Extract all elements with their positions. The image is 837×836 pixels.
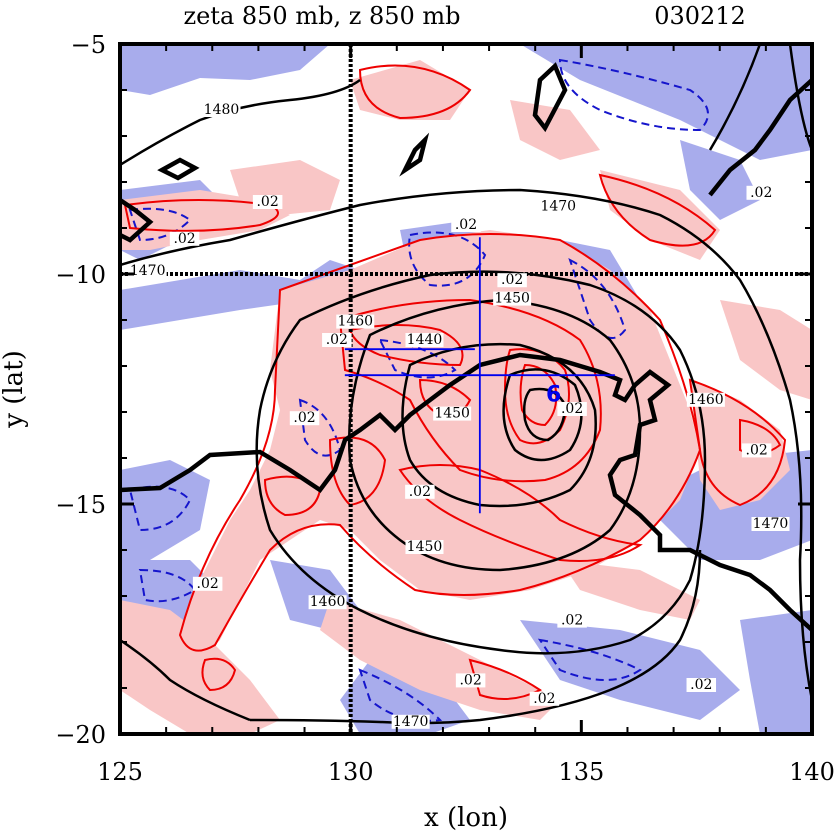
height-contour-1460 [255, 270, 707, 655]
vorticity-contour-label: .02 [746, 442, 768, 458]
vorticity-contour-label-bg [192, 576, 223, 591]
vorticity-contour-label-bg [741, 443, 772, 458]
vorticity-contour-label: .02 [750, 185, 772, 201]
height-contour-label: 1480 [204, 102, 240, 118]
height-contour-labels: 1480 1470 1470 1460 1450 1460 1470 1450 1460 1470 [128, 102, 790, 730]
y-axis: −5 −10 −15 −20 [55, 31, 812, 749]
vorticity-contour-label-bg [252, 195, 283, 209]
vorticity-contour-labels: .02 .02 .02 .02 .02 .02 .02 .02 .02 .02 .02 .02 .02.… [169, 185, 777, 707]
vorticity-contour-label: .02 [690, 677, 712, 693]
height-contour-1470-north [120, 188, 812, 701]
height-contour-label: 1470 [540, 199, 576, 215]
vorticity-contour-label: 1450 [434, 406, 470, 422]
vorticity-contour-label: .02 [455, 217, 477, 233]
vorticity-contour-label: .02 [459, 672, 481, 688]
height-contour-label-bg [539, 199, 578, 214]
height-contour-1420 [522, 387, 567, 442]
height-contour-label: 1470 [753, 516, 789, 532]
vorticity-contour-label: .02 [501, 272, 523, 288]
vorticity-contour-label-bg [529, 691, 560, 706]
height-contour-label-bg [391, 714, 430, 729]
plot-area [120, 44, 812, 734]
y-tick-label: −20 [55, 721, 106, 749]
height-contour-label-bg [202, 103, 241, 117]
vorticity-contour-label: .02 [197, 576, 219, 592]
vorticity-contour-label-bg [497, 273, 527, 288]
y-axis-label: y (lat) [0, 350, 29, 429]
vorticity-contour-label: .02 [173, 231, 195, 247]
x-tick-label: 140 [789, 758, 835, 786]
height-contour-label-bg [686, 392, 725, 407]
vorticity-center-symbol: 6 [546, 383, 561, 408]
vorticity-contour-label-bg [557, 402, 587, 416]
vorticity-contour-label-bg [451, 218, 481, 232]
vorticity-contour-label: .02 [409, 484, 431, 500]
vorticity-contour-label-bg [322, 333, 352, 347]
x-axis: 125 130 135 140 [97, 44, 835, 786]
y-tick-label: −10 [55, 261, 106, 289]
height-contour-label: 1450 [494, 291, 530, 307]
storm-center-marker [344, 237, 615, 514]
height-contour-sw [120, 638, 251, 722]
vorticity-contour-label-bg [405, 333, 444, 347]
height-contour-label: 1470 [130, 263, 166, 279]
height-contour-label: 1460 [688, 392, 724, 408]
vorticity-contour-label: .02 [561, 613, 583, 629]
plot-frame [118, 42, 814, 736]
height-contour-1470-south [249, 549, 702, 725]
positive-vorticity-fill [120, 60, 812, 734]
height-contour-label: 1460 [310, 594, 346, 610]
height-contour-ne [708, 44, 762, 151]
vorticity-contour-label-bg [746, 185, 777, 200]
vorticity-contour-label-bg [557, 613, 587, 628]
chart-title: zeta 850 mb, z 850 mb [183, 2, 460, 30]
vorticity-contour-label-bg [405, 484, 435, 499]
vorticity-contour-label: .02 [326, 332, 348, 348]
coastline [120, 62, 812, 632]
y-tick-label: −15 [55, 491, 106, 519]
vorticity-contour-label-bg [289, 411, 320, 426]
vorticity-contour-label-bg [455, 673, 486, 688]
y-tick-label: −5 [71, 31, 106, 59]
grid-lines [120, 44, 812, 734]
height-contour-1430 [502, 368, 583, 462]
vorticity-contour-label: 1440 [407, 332, 443, 348]
height-contour-1440 [401, 342, 597, 508]
chart-date-label: 030212 [654, 2, 746, 30]
height-contour-label-bg [493, 291, 532, 306]
x-tick-label: 135 [558, 758, 604, 786]
x-axis-label: x (lon) [424, 803, 508, 833]
height-contour-label-bg [128, 264, 167, 278]
vorticity-contour-label: .02 [293, 410, 315, 426]
height-contour-ne-2 [788, 44, 812, 151]
x-tick-label: 130 [328, 758, 374, 786]
vorticity-contour-label: .02 [561, 401, 583, 417]
height-contour-label: 1450 [407, 539, 443, 555]
height-contour-label-bg [751, 517, 790, 531]
vorticity-contour-label-bg [686, 678, 717, 692]
height-contour-label: 1470 [393, 714, 429, 730]
height-contour-label: 1460 [337, 314, 373, 330]
x-tick-label: 125 [97, 758, 143, 786]
height-contour-label-bg [405, 540, 444, 554]
vorticity-contour-label-bg [169, 231, 200, 246]
vorticity-contour-label: .02 [256, 194, 278, 210]
height-contour-label-bg [308, 595, 347, 610]
vorticity-contour-label: .02 [533, 691, 555, 707]
vorticity-contour-label-bg [433, 406, 472, 421]
height-contour-label-bg [336, 314, 375, 329]
